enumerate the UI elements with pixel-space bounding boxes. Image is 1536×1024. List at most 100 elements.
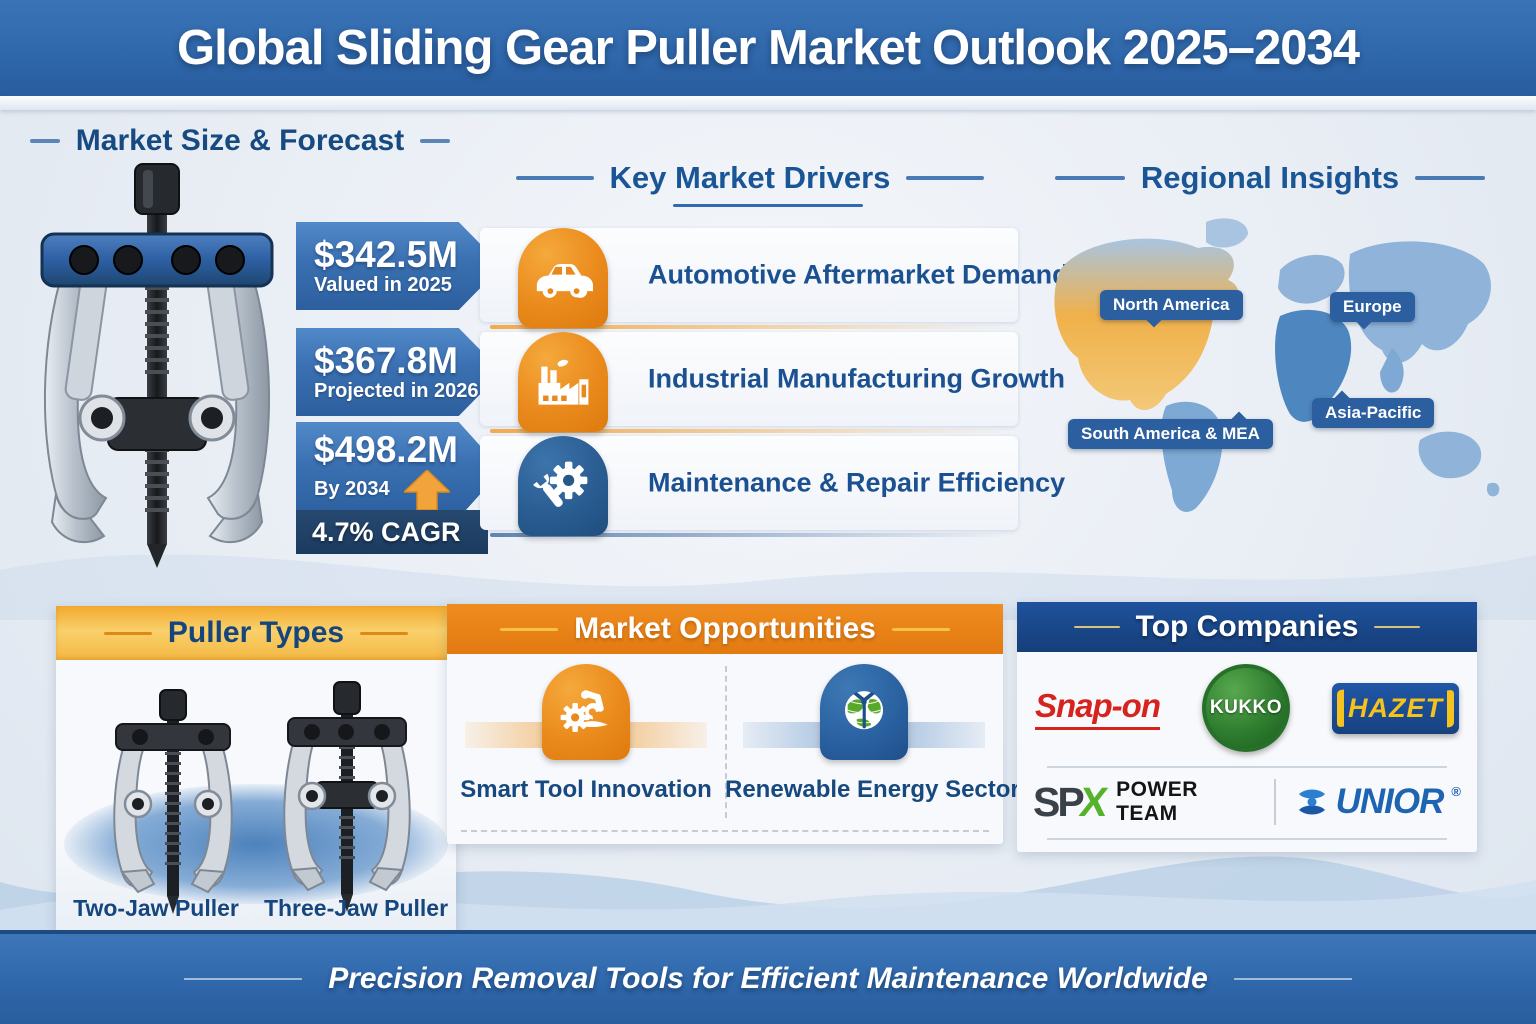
header-dash-left — [30, 139, 60, 143]
key-drivers-heading: Key Market Drivers — [609, 160, 891, 195]
region-label-text: Europe — [1343, 297, 1402, 316]
footer-line-right — [1233, 978, 1352, 980]
puller-types-heading: Puller Types — [167, 616, 345, 649]
header-dash-right — [420, 139, 450, 143]
factory-icon — [518, 332, 608, 432]
puller-types-card: Puller Types — [56, 606, 456, 934]
snap-on-logo: Snap-on — [1035, 687, 1161, 730]
page-title-suffix: Outlook 2025–2034 — [932, 21, 1360, 75]
region-label-europe: Europe — [1330, 292, 1415, 322]
up-arrow-icon — [403, 469, 450, 510]
gear-puller-illustration — [40, 163, 274, 568]
company-logo-row-1: Snap-on KUKKO HAZET — [1035, 658, 1459, 758]
top-companies-heading: Top Companies — [1135, 610, 1359, 643]
row-separator — [490, 533, 1012, 537]
header-line-right — [906, 176, 985, 180]
region-label-text: North America — [1113, 295, 1230, 314]
logo-row-divider — [1047, 838, 1447, 840]
header-line-right — [891, 627, 950, 631]
market-size-heading: Market Size & Forecast — [75, 124, 405, 157]
kukko-logo-text: KUKKO — [1209, 697, 1283, 718]
regional-insights-heading: Regional Insights — [1140, 160, 1400, 195]
stat-label: Valued in 2025 — [314, 274, 452, 297]
row-separator — [490, 325, 1012, 329]
page-title: Global Sliding Gear Puller Market Outlook… — [176, 20, 1360, 76]
unior-logo: UNIOR ® — [1296, 782, 1461, 822]
driver-label: Automotive Aftermarket Demand — [648, 259, 1069, 290]
puller-type-labels: Two-Jaw Puller Three-Jaw Puller — [56, 895, 456, 922]
power-team-logo-text: POWER TEAM — [1116, 778, 1198, 825]
region-label-text: South America & MEA — [1081, 424, 1260, 443]
three-jaw-puller-illustration — [283, 681, 411, 912]
wrench-gear-icon — [518, 436, 608, 536]
stat-badge-2025: $342.5M Valued in 2025 — [296, 222, 502, 310]
hazet-logo-text: HAZET — [1347, 692, 1443, 723]
opportunities-divider — [725, 666, 727, 818]
opportunity-label: Renewable Energy Sector — [725, 776, 1020, 803]
market-opportunities-card: Market Opportunities — [447, 604, 1020, 844]
stat-badge-2026: $367.8M Projected in 2026 — [296, 328, 502, 416]
banner-gloss-divider — [0, 96, 1536, 110]
stat-value: $342.5M — [314, 233, 458, 275]
market-opportunities-header: Market Opportunities — [447, 604, 1003, 654]
opportunity-smart-tool: Smart Tool Innovation — [447, 664, 725, 820]
region-label-south-america-mea: South America & MEA — [1068, 419, 1273, 449]
two-jaw-puller-illustration — [113, 689, 233, 914]
hazet-logo: HAZET — [1331, 682, 1459, 734]
logo-row-divider — [1047, 766, 1447, 768]
cagr-bar: 4.7% CAGR — [296, 510, 488, 554]
footer-line-left — [184, 978, 303, 980]
forecast-stats: $342.5M Valued in 2025 $367.8M Projected… — [296, 222, 508, 562]
stat-badge-2034: $498.2M By 2034 — [296, 422, 502, 518]
unior-logo-text: UNIOR — [1335, 782, 1445, 821]
footer-banner: Precision Removal Tools for Efficient Ma… — [0, 930, 1536, 1024]
wind-turbine-globe-icon — [820, 664, 908, 760]
stat-value: $498.2M — [314, 429, 458, 471]
spx-logo-sp: SP — [1033, 778, 1085, 825]
key-drivers-underline — [673, 204, 863, 207]
row-separator — [490, 429, 1012, 433]
stat-label: By 2034 — [314, 478, 390, 501]
header-line-right — [1415, 176, 1486, 180]
unior-mark-icon — [1298, 789, 1325, 815]
driver-row-maintenance: Maintenance & Repair Efficiency — [480, 436, 1065, 537]
opportunity-label: Smart Tool Innovation — [460, 776, 712, 803]
world-map — [1054, 218, 1500, 512]
puller-type-label-two-jaw: Two-Jaw Puller — [73, 895, 239, 921]
regional-insights-header: Regional Insights — [1040, 160, 1500, 196]
header-line-left — [515, 176, 594, 180]
puller-type-label-three-jaw: Three-Jaw Puller — [263, 895, 449, 921]
kukko-logo: KUKKO — [1201, 664, 1290, 752]
top-companies-header: Top Companies — [1017, 602, 1477, 652]
page-title-main: Global Sliding Gear Puller Market — [176, 21, 921, 75]
driver-label: Maintenance & Repair Efficiency — [648, 467, 1066, 498]
stat-value: $367.8M — [314, 339, 458, 381]
market-opportunities-heading: Market Opportunities — [574, 612, 876, 645]
stat-label: Projected in 2026 — [314, 380, 479, 403]
market-size-header: Market Size & Forecast — [30, 124, 450, 158]
opportunities-body — [461, 654, 989, 832]
header-line-left — [1073, 626, 1120, 628]
registered-mark: ® — [1451, 784, 1461, 799]
top-companies-card: Top Companies Snap-on KUKKO HAZET SP X P… — [1017, 602, 1477, 852]
logo-vertical-divider — [1273, 779, 1276, 825]
driver-label: Industrial Manufacturing Growth — [648, 363, 1065, 394]
region-label-north-america: North America — [1100, 290, 1243, 320]
header-line-left — [1054, 176, 1125, 180]
header-line-right — [360, 631, 409, 635]
title-banner: Global Sliding Gear Puller Market Outlook… — [0, 0, 1536, 96]
company-logo-row-2: SP X POWER TEAM UNIOR ® — [1033, 772, 1461, 832]
opportunity-renewable-energy: Renewable Energy Sector — [725, 664, 1020, 820]
cagr-label: 4.7% CAGR — [312, 516, 461, 547]
driver-row-automotive: Automotive Aftermarket Demand — [480, 228, 1069, 329]
region-label-text: Asia-Pacific — [1325, 403, 1422, 422]
region-label-asia-pacific: Asia-Pacific — [1312, 398, 1435, 428]
key-drivers-header: Key Market Drivers — [480, 160, 1020, 196]
header-line-right — [1374, 626, 1421, 628]
driver-row-industrial: Industrial Manufacturing Growth — [480, 332, 1065, 433]
header-line-left — [103, 631, 152, 635]
header-line-left — [500, 627, 559, 631]
footer-tagline: Precision Removal Tools for Efficient Ma… — [328, 962, 1208, 995]
robot-arm-gear-icon — [542, 664, 630, 760]
